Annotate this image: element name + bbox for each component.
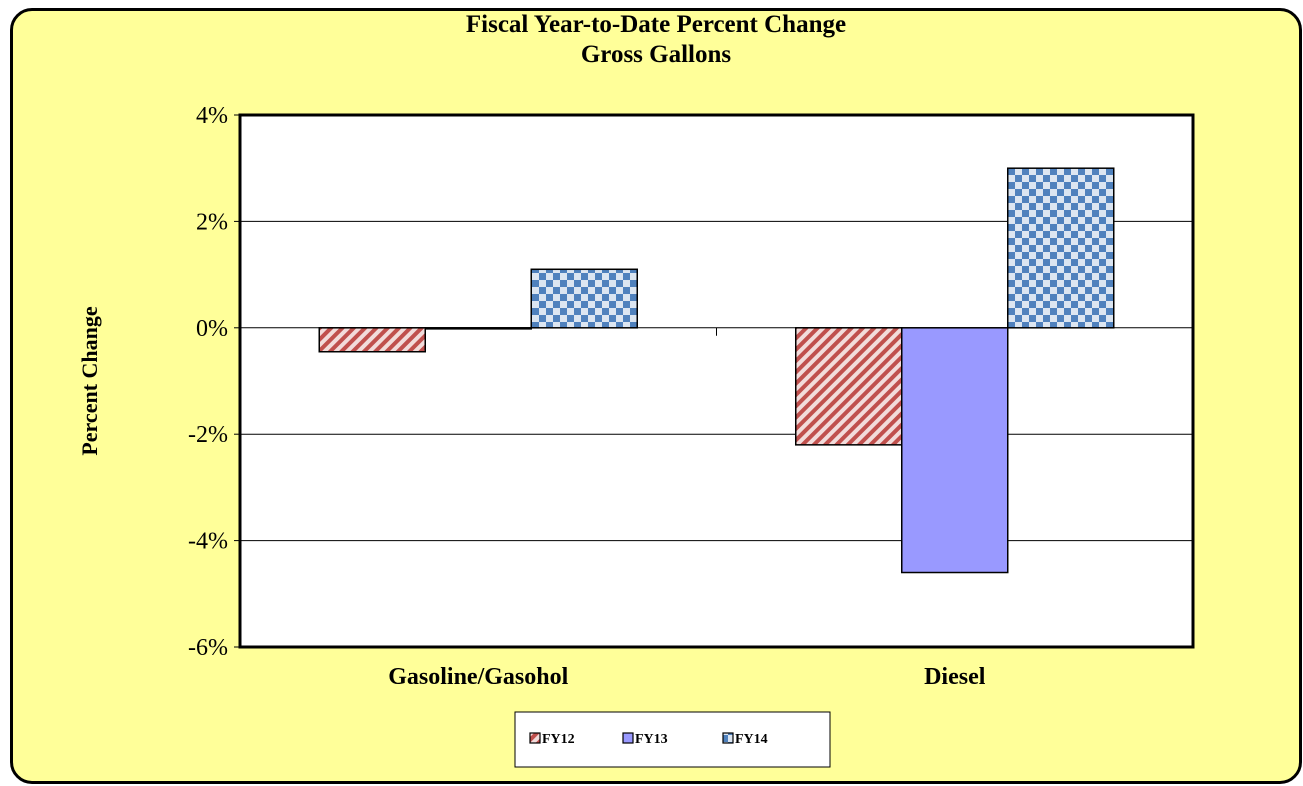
bar-fy13-0	[424, 327, 532, 330]
y-tick-label: -4%	[188, 529, 228, 555]
y-axis-title: Percent Change	[77, 306, 102, 456]
legend-label-fy13: FY13	[635, 732, 668, 747]
y-tick-label: 4%	[196, 103, 228, 129]
y-tick-label: 0%	[196, 316, 228, 342]
bar-fy14-1	[1007, 167, 1115, 329]
bar-fy12-0	[318, 327, 426, 353]
bar-fy12-1	[795, 327, 903, 446]
y-tick-label: 2%	[196, 209, 228, 235]
legend-swatch-fy14	[722, 732, 734, 744]
legend-box	[514, 711, 831, 768]
bar-fy14-0	[530, 268, 638, 329]
legend-label-fy12: FY12	[542, 732, 575, 747]
chart-subtitle: Gross Gallons	[580, 41, 732, 68]
category-label: Diesel	[924, 664, 986, 690]
y-tick-label: -2%	[188, 422, 228, 448]
legend-swatch-fy12	[529, 732, 541, 744]
bar-fy13-1	[901, 327, 1009, 574]
category-label: Gasoline/Gasohol	[388, 664, 568, 690]
plot-border	[238, 113, 1195, 649]
chart-title: Fiscal Year-to-Date Percent Change	[465, 11, 847, 38]
y-tick-label: -6%	[188, 635, 228, 661]
legend-label-fy14: FY14	[735, 732, 768, 747]
legend-swatch-fy13	[622, 732, 634, 744]
